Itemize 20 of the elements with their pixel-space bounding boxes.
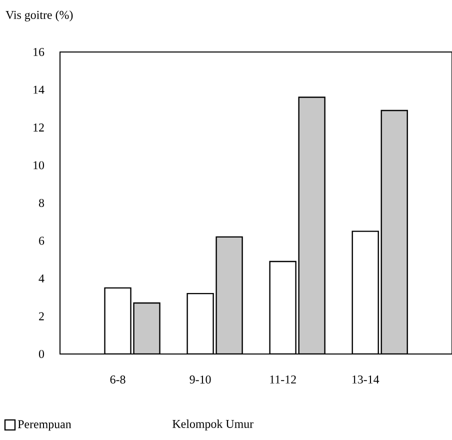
x-tick-label: 13-14	[352, 376, 380, 384]
bar	[133, 302, 160, 354]
bar	[298, 96, 326, 354]
x-axis-title: Kelompok Umur	[172, 420, 254, 430]
y-tick-label: 16	[34, 48, 44, 56]
y-tick-label: 8	[38, 198, 44, 208]
x-tick-label: 9-10	[190, 376, 211, 384]
y-tick-label: 10	[34, 161, 44, 170]
y-axis-title: Vis goitre (%)	[6, 10, 73, 22]
y-tick-label: 0	[38, 350, 44, 358]
x-tick-label: 11-12	[270, 376, 296, 384]
bar	[216, 236, 243, 354]
y-tick-label: 6	[39, 236, 44, 245]
y-tick-label: 12	[34, 124, 44, 132]
text: Perempuan	[18, 420, 72, 431]
y-tick-label: 4	[38, 274, 44, 282]
x-tick-label: 6-8	[110, 376, 126, 384]
y-tick-label: 14	[34, 86, 44, 94]
bar	[380, 110, 408, 354]
y-tick-label: 2	[39, 312, 44, 320]
